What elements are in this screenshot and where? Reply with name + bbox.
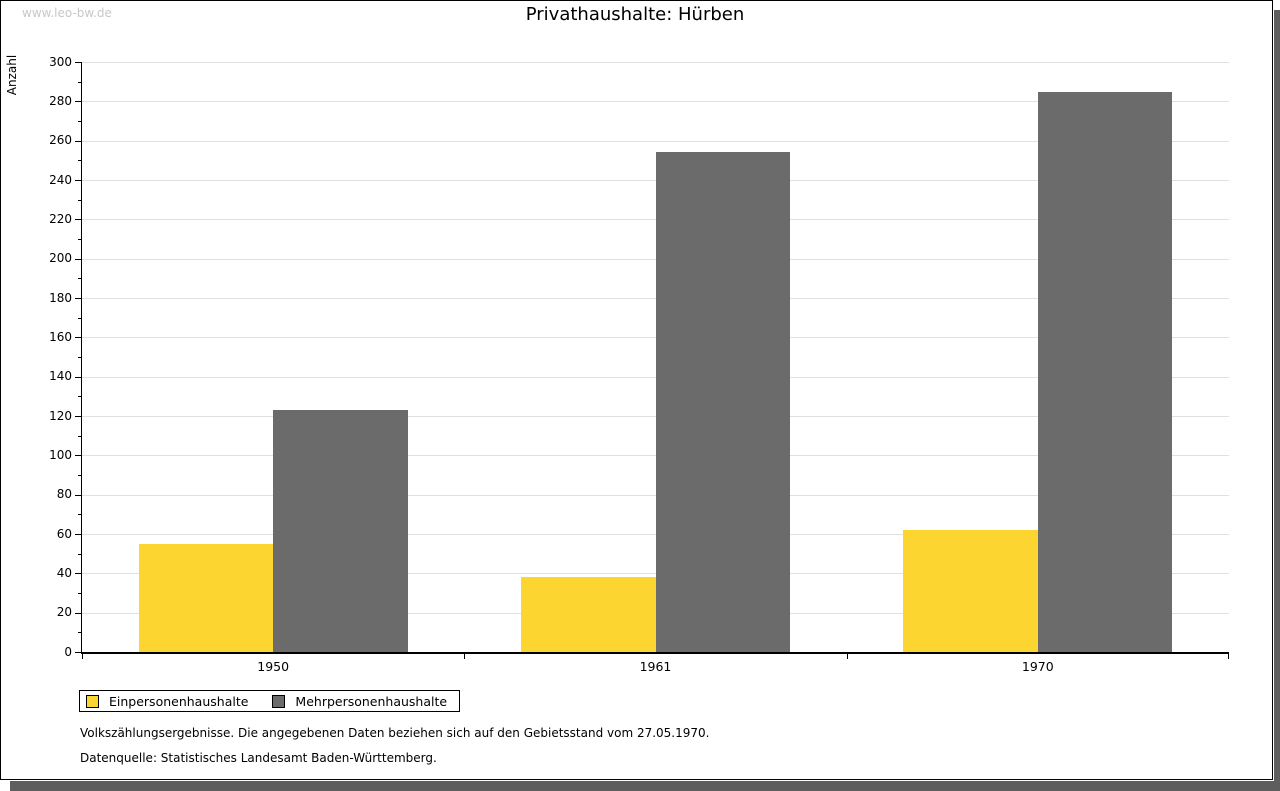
y-axis-tick	[78, 317, 82, 319]
page-title: Privathaushalte: Hürben	[525, 4, 745, 25]
y-axis-tick-label: 300	[49, 54, 72, 69]
legend-item: Einpersonenhaushalte	[86, 694, 248, 709]
y-axis-tick	[78, 199, 82, 201]
y-axis-tick	[75, 652, 82, 653]
x-axis-tick	[1228, 654, 1229, 659]
x-axis-tick	[82, 654, 83, 659]
bar	[273, 410, 408, 652]
y-axis-tick	[75, 258, 82, 260]
frame-shadow-bottom	[10, 781, 1280, 791]
y-axis-tick	[75, 180, 82, 181]
legend-label: Einpersonenhaushalte	[109, 693, 249, 709]
y-axis-tick	[78, 593, 82, 594]
y-axis-tick	[78, 160, 82, 162]
y-axis-tick	[78, 514, 82, 516]
y-axis-tick-label: 20	[56, 605, 72, 620]
y-axis-tick-label: 0	[64, 644, 72, 659]
y-axis-tick-label: 220	[49, 211, 72, 226]
y-axis-tick	[78, 357, 82, 358]
bar	[655, 152, 790, 652]
y-axis-tick-label: 240	[49, 172, 72, 187]
footnote-source-note: Volkszählungsergebnisse. Die angegebenen…	[80, 726, 710, 740]
y-axis-tick	[75, 455, 82, 457]
y-axis-tick	[75, 573, 82, 575]
y-axis-tick	[78, 435, 82, 437]
y-axis-tick	[78, 475, 82, 476]
y-axis-tick	[75, 612, 82, 614]
footnote-data-source: Datenquelle: Statistisches Landesamt Bad…	[80, 751, 437, 765]
y-axis-tick	[78, 239, 82, 240]
legend-swatch-mehrpersonenhaushalte	[272, 694, 286, 708]
y-axis-tick-label: 40	[56, 565, 72, 580]
y-axis-tick-label: 260	[49, 133, 72, 148]
x-axis-category-label: 1961	[639, 659, 672, 674]
y-axis-tick	[75, 62, 82, 63]
y-axis-tick	[75, 494, 82, 496]
y-axis-tick-label: 280	[49, 93, 72, 108]
bar	[138, 543, 274, 652]
y-axis-tick	[78, 632, 82, 634]
y-axis-tick	[75, 219, 82, 221]
y-axis-tick-label: 80	[56, 487, 72, 502]
plot-area: 0 20 40 60 80 100 120 140 160 180 200 220 240 260 280 3…	[49, 55, 1229, 674]
y-axis-tick	[75, 534, 82, 535]
y-axis-tick	[75, 101, 82, 103]
legend: Einpersonenhaushalte Mehrpersonenhaushal…	[79, 690, 461, 712]
x-axis-category-label: 1950	[257, 659, 290, 674]
x-axis-tick	[464, 654, 465, 659]
y-axis-tick	[78, 553, 82, 555]
y-axis-tick	[75, 416, 82, 417]
bar	[1037, 91, 1173, 652]
gridline	[82, 101, 1229, 103]
y-axis-tick-label: 100	[49, 447, 72, 462]
legend-swatch-einpersonenhaushalte	[86, 694, 99, 708]
y-axis-tick-label: 180	[49, 290, 72, 305]
gridline	[82, 140, 1229, 142]
watermark: www.leo-bw.de	[22, 6, 112, 20]
y-axis-tick	[78, 396, 82, 398]
y-axis-tick-label: 60	[56, 526, 72, 541]
y-axis-tick-label: 160	[49, 329, 72, 344]
gridline	[82, 62, 1229, 63]
y-axis-tick	[78, 278, 82, 280]
legend-label: Mehrpersonenhaushalte	[295, 693, 448, 709]
y-axis-tick	[75, 140, 82, 142]
y-axis-tick	[75, 376, 82, 378]
y-axis-label: Anzahl	[5, 54, 19, 96]
x-axis-tick	[847, 654, 848, 659]
y-axis-tick-label: 120	[49, 408, 72, 423]
y-axis-tick	[78, 121, 82, 122]
x-axis-category-label: 1970	[1021, 659, 1054, 674]
frame-shadow-right	[1274, 10, 1280, 791]
y-axis-tick-label: 200	[49, 251, 72, 266]
y-axis-tick	[78, 81, 82, 83]
y-axis-tick	[75, 337, 82, 339]
bar	[903, 530, 1038, 652]
legend-item: Mehrpersonenhaushalte	[272, 694, 447, 709]
y-axis-tick-label: 140	[49, 369, 72, 384]
bar	[521, 577, 656, 652]
y-axis-tick	[75, 298, 82, 299]
